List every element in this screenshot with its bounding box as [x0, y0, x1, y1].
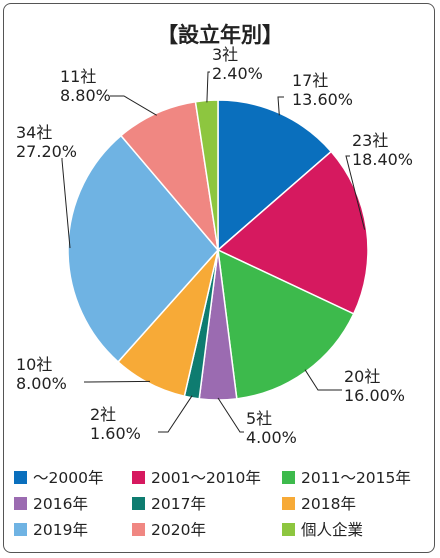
leader-line: [206, 71, 210, 103]
legend-swatch: [14, 496, 27, 510]
slice-percent-label: 2.40%: [212, 64, 263, 83]
slice-percent-label: 13.60%: [292, 90, 353, 109]
legend-label: 2011～2015年: [301, 469, 411, 487]
legend-label: 2001～2010年: [151, 469, 261, 487]
pie-slice: [216, 150, 369, 315]
legend-swatch: [14, 470, 27, 484]
legend-label: 2018年: [301, 495, 356, 513]
legend-label: 2016年: [33, 495, 88, 513]
slice-percent-label: 18.40%: [352, 150, 413, 169]
slice-count-label: 17社: [292, 71, 328, 90]
pie-slice: [217, 99, 333, 252]
legend-swatch: [282, 470, 295, 484]
legend-item: ～2000年: [14, 466, 132, 488]
leader-line: [84, 380, 151, 383]
legend-label: 2017年: [151, 495, 206, 513]
legend-label: 2019年: [33, 521, 88, 539]
slice-percent-label: 16.00%: [344, 386, 405, 405]
slice-count-label: 5社: [246, 409, 272, 428]
slice-label: 11社 8.80%: [60, 67, 111, 105]
slice-percent-label: 8.00%: [16, 374, 67, 393]
leader-line: [345, 155, 366, 230]
slice-count-label: 11社: [60, 67, 96, 86]
slice-count-label: 10社: [16, 355, 52, 374]
slice-count-label: 3社: [212, 45, 238, 64]
legend-swatch: [132, 470, 145, 484]
pie-slice: [67, 134, 219, 363]
slice-percent-label: 27.20%: [16, 142, 77, 161]
legend-label: 個人企業: [301, 521, 364, 539]
slice-label: 3社 2.40%: [212, 45, 263, 83]
legend-item: 2018年: [282, 492, 432, 514]
leader-line: [110, 95, 157, 116]
legend-swatch: [282, 522, 295, 536]
legend-item: 2001～2010年: [132, 466, 282, 488]
leader-line: [158, 395, 193, 433]
slice-label: 5社 4.00%: [246, 409, 297, 447]
slice-label: 10社 8.00%: [16, 355, 67, 393]
slice-count-label: 23社: [352, 131, 388, 150]
legend-label: 2020年: [151, 521, 206, 539]
legend-swatch: [132, 496, 145, 510]
slice-count-label: 2社: [90, 405, 116, 424]
leader-line: [217, 397, 244, 433]
legend-swatch: [14, 522, 27, 536]
slice-percent-label: 8.80%: [60, 86, 111, 105]
legend-swatch: [282, 496, 295, 510]
legend-item: 2017年: [132, 492, 282, 514]
chart-legend: ～2000年 2001～2010年 2011～2015年 2016年 2017年 2018…: [14, 466, 434, 540]
leader-line: [61, 158, 71, 249]
legend-swatch: [132, 522, 145, 536]
leader-line: [277, 96, 284, 116]
slice-count-label: 34社: [16, 123, 52, 142]
chart-title: 【設立年別】: [157, 23, 283, 47]
legend-item: 2019年: [14, 518, 132, 540]
slice-label: 23社 18.40%: [352, 131, 413, 169]
leader-line: [304, 369, 342, 391]
pie-chart: 【設立年別】 17社 13.60% 23社 18.40% 20社 16.00% 5社 4.00…: [16, 23, 413, 447]
legend-item: 2011～2015年: [282, 466, 432, 488]
slice-count-label: 20社: [344, 367, 380, 386]
legend-label: ～2000年: [33, 469, 104, 487]
slice-label: 34社 27.20%: [16, 123, 77, 161]
pie-slice: [119, 100, 220, 253]
slice-label: 17社 13.60%: [292, 71, 353, 109]
legend-item: 2020年: [132, 518, 282, 540]
slice-percent-label: 4.00%: [246, 428, 297, 447]
legend-item: 2016年: [14, 492, 132, 514]
slice-percent-label: 1.60%: [90, 424, 141, 443]
slice-label: 20社 16.00%: [344, 367, 405, 405]
slice-label: 2社 1.60%: [90, 405, 141, 443]
legend-item: 個人企業: [282, 518, 432, 540]
